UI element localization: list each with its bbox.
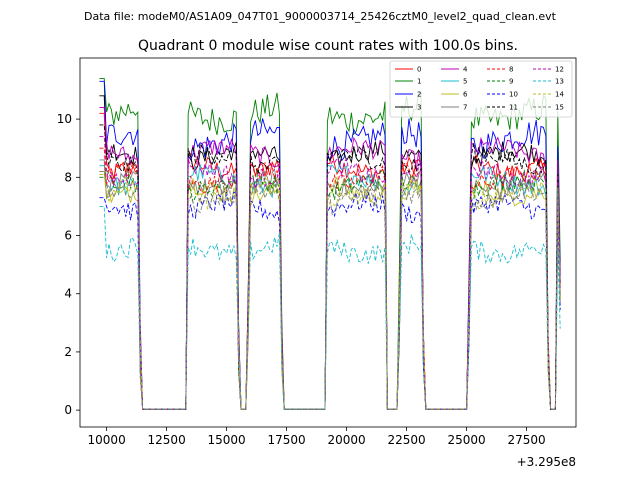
legend-label-12: 12: [555, 66, 564, 74]
y-tick-label: 0: [64, 403, 72, 417]
series-line-4: [99, 107, 561, 410]
series-line-2: [99, 80, 561, 410]
legend-label-1: 1: [417, 78, 421, 86]
y-tick-label: 8: [64, 170, 72, 184]
series-line-12: [99, 136, 561, 410]
legend-label-6: 6: [463, 91, 468, 99]
axis-ticks: 10000 12500 15000 17500 20000 22500 25000 27500…: [57, 112, 546, 447]
legend-label-9: 9: [509, 78, 513, 86]
legend-label-7: 7: [463, 104, 467, 112]
legend-label-8: 8: [509, 66, 513, 74]
series-lines: [99, 77, 561, 410]
y-tick-label: 2: [64, 345, 72, 359]
x-tick-label: 17500: [268, 433, 306, 447]
series-line-13: [99, 205, 561, 410]
legend-label-10: 10: [509, 91, 518, 99]
legend-label-4: 4: [463, 66, 468, 74]
series-line-8: [99, 147, 561, 410]
legend-label-2: 2: [417, 91, 421, 99]
x-tick-label: 22500: [387, 433, 425, 447]
legend-label-14: 14: [555, 91, 564, 99]
x-tick-label: 15000: [208, 433, 246, 447]
legend-label-3: 3: [417, 104, 421, 112]
legend-label-5: 5: [463, 78, 467, 86]
y-tick-label: 6: [64, 229, 72, 243]
chart-title: Quadrant 0 module wise count rates with …: [138, 38, 518, 54]
y-tick-label: 10: [57, 112, 72, 126]
legend-label-15: 15: [555, 104, 564, 112]
series-line-15: [99, 171, 561, 410]
legend-box: [389, 60, 573, 118]
series-line-10: [99, 191, 561, 410]
x-tick-label: 27500: [507, 433, 545, 447]
x-tick-label: 25000: [447, 433, 485, 447]
y-tick-label: 4: [64, 287, 72, 301]
chart-suptitle: Data file: modeM0/AS1A09_047T01_90000037…: [84, 10, 557, 23]
plot-frame: [79, 57, 577, 428]
x-tick-label: 20000: [328, 433, 366, 447]
legend-label-11: 11: [509, 104, 518, 112]
x-tick-label: 12500: [148, 433, 186, 447]
legend-label-13: 13: [555, 78, 564, 86]
x-offset-label: +3.295e8: [517, 455, 576, 469]
series-line-14: [99, 173, 561, 410]
legend-label-0: 0: [417, 66, 421, 74]
x-tick-label: 10000: [88, 433, 126, 447]
